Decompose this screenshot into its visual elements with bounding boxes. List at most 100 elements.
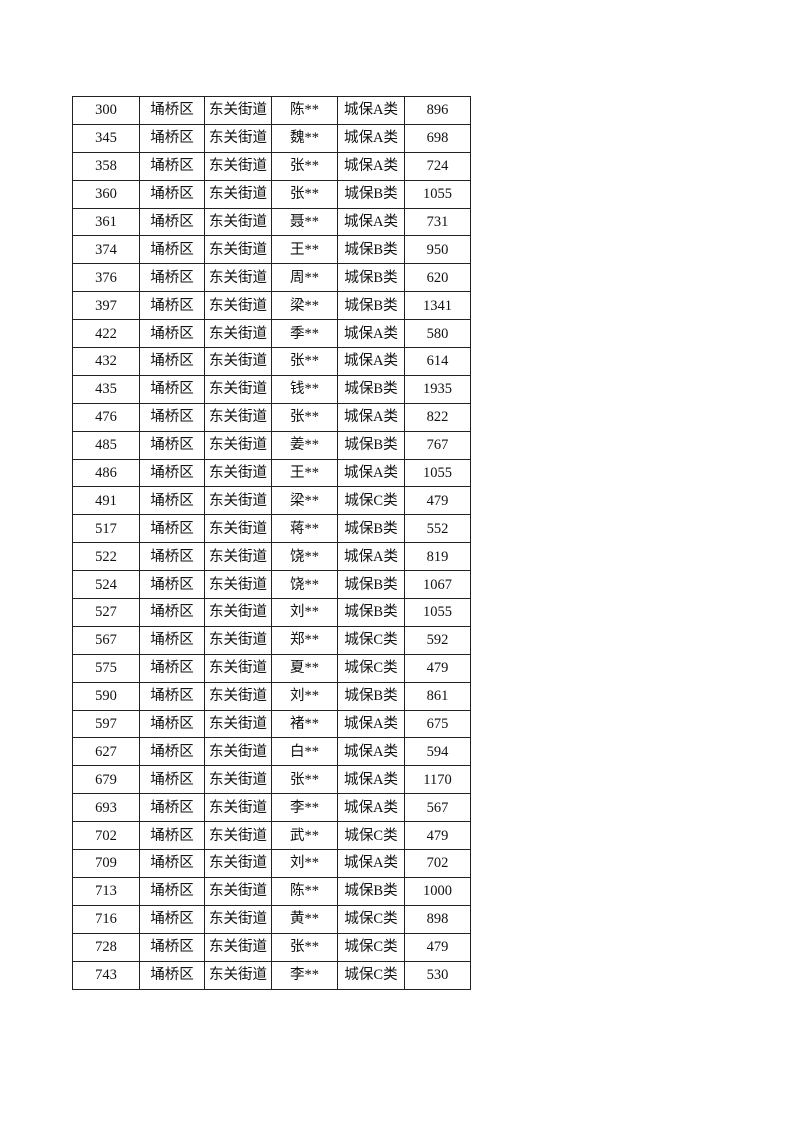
cell-street: 东关街道 (204, 514, 272, 544)
table-row: 679 埇桥区 东关街道 张** 城保A类 1170 (72, 765, 471, 795)
cell-amount: 592 (404, 625, 471, 655)
cell-category: 城保B类 (337, 876, 405, 906)
cell-amount: 552 (404, 514, 471, 544)
cell-name: 陈** (271, 876, 338, 906)
cell-name: 张** (271, 402, 338, 432)
cell-street: 东关街道 (204, 151, 272, 181)
cell-district: 埇桥区 (139, 570, 205, 600)
cell-name: 魏** (271, 123, 338, 153)
cell-district: 埇桥区 (139, 207, 205, 237)
cell-street: 东关街道 (204, 737, 272, 767)
table-row: 397 埇桥区 东关街道 梁** 城保B类 1341 (72, 291, 471, 321)
cell-name: 张** (271, 932, 338, 962)
cell-street: 东关街道 (204, 765, 272, 795)
table-row: 486 埇桥区 东关街道 王** 城保A类 1055 (72, 458, 471, 488)
cell-name: 张** (271, 151, 338, 181)
cell-street: 东关街道 (204, 430, 272, 460)
table-row: 743 埇桥区 东关街道 李** 城保C类 530 (72, 960, 471, 990)
cell-category: 城保B类 (337, 681, 405, 711)
cell-district: 埇桥区 (139, 402, 205, 432)
cell-id: 716 (72, 904, 140, 934)
cell-name: 褚** (271, 709, 338, 739)
cell-district: 埇桥区 (139, 123, 205, 153)
cell-id: 432 (72, 347, 140, 376)
cell-category: 城保A类 (337, 793, 405, 823)
cell-name: 聂** (271, 207, 338, 237)
cell-street: 东关街道 (204, 932, 272, 962)
cell-category: 城保A类 (337, 96, 405, 125)
cell-id: 374 (72, 235, 140, 265)
cell-category: 城保B类 (337, 374, 405, 404)
cell-street: 东关街道 (204, 960, 272, 990)
cell-district: 埇桥区 (139, 235, 205, 265)
cell-id: 522 (72, 542, 140, 572)
cell-id: 709 (72, 849, 140, 878)
cell-category: 城保C类 (337, 653, 405, 683)
cell-name: 饶** (271, 542, 338, 572)
cell-id: 422 (72, 319, 140, 349)
table-row: 422 埇桥区 东关街道 季** 城保A类 580 (72, 319, 471, 349)
cell-district: 埇桥区 (139, 430, 205, 460)
cell-category: 城保A类 (337, 207, 405, 237)
cell-id: 693 (72, 793, 140, 823)
cell-id: 527 (72, 598, 140, 627)
cell-street: 东关街道 (204, 542, 272, 572)
cell-street: 东关街道 (204, 319, 272, 349)
cell-amount: 530 (404, 960, 471, 990)
cell-street: 东关街道 (204, 123, 272, 153)
cell-district: 埇桥区 (139, 849, 205, 878)
cell-street: 东关街道 (204, 263, 272, 293)
cell-category: 城保A类 (337, 151, 405, 181)
cell-amount: 1000 (404, 876, 471, 906)
table-row: 627 埇桥区 东关街道 白** 城保A类 594 (72, 737, 471, 767)
cell-amount: 1935 (404, 374, 471, 404)
cell-amount: 594 (404, 737, 471, 767)
table-row: 716 埇桥区 东关街道 黄** 城保C类 898 (72, 904, 471, 934)
cell-category: 城保C类 (337, 904, 405, 934)
cell-street: 东关街道 (204, 821, 272, 851)
cell-district: 埇桥区 (139, 904, 205, 934)
cell-id: 517 (72, 514, 140, 544)
cell-category: 城保B类 (337, 430, 405, 460)
cell-district: 埇桥区 (139, 681, 205, 711)
cell-street: 东关街道 (204, 179, 272, 209)
cell-amount: 731 (404, 207, 471, 237)
cell-street: 东关街道 (204, 235, 272, 265)
cell-amount: 675 (404, 709, 471, 739)
cell-category: 城保B类 (337, 598, 405, 627)
table-row: 693 埇桥区 东关街道 李** 城保A类 567 (72, 793, 471, 823)
cell-category: 城保A类 (337, 849, 405, 878)
cell-street: 东关街道 (204, 458, 272, 488)
cell-district: 埇桥区 (139, 876, 205, 906)
cell-district: 埇桥区 (139, 709, 205, 739)
cell-id: 702 (72, 821, 140, 851)
table-row: 709 埇桥区 东关街道 刘** 城保A类 702 (72, 849, 471, 878)
cell-amount: 1055 (404, 598, 471, 627)
table-row: 527 埇桥区 东关街道 刘** 城保B类 1055 (72, 598, 471, 627)
cell-name: 张** (271, 765, 338, 795)
cell-id: 491 (72, 486, 140, 516)
cell-name: 夏** (271, 653, 338, 683)
cell-district: 埇桥区 (139, 458, 205, 488)
cell-category: 城保C类 (337, 625, 405, 655)
cell-name: 蒋** (271, 514, 338, 544)
cell-id: 597 (72, 709, 140, 739)
cell-district: 埇桥区 (139, 598, 205, 627)
cell-category: 城保A类 (337, 765, 405, 795)
cell-street: 东关街道 (204, 291, 272, 321)
cell-street: 东关街道 (204, 709, 272, 739)
cell-amount: 1341 (404, 291, 471, 321)
table-row: 485 埇桥区 东关街道 姜** 城保B类 767 (72, 430, 471, 460)
table-row: 491 埇桥区 东关街道 梁** 城保C类 479 (72, 486, 471, 516)
table-row: 597 埇桥区 东关街道 褚** 城保A类 675 (72, 709, 471, 739)
cell-street: 东关街道 (204, 486, 272, 516)
cell-id: 713 (72, 876, 140, 906)
cell-category: 城保C类 (337, 821, 405, 851)
table-body: 300 埇桥区 东关街道 陈** 城保A类 896 345 埇桥区 东关街道 魏** 城保A类 698… (72, 96, 471, 990)
cell-amount: 479 (404, 821, 471, 851)
cell-id: 300 (72, 96, 140, 125)
cell-amount: 898 (404, 904, 471, 934)
cell-category: 城保A类 (337, 458, 405, 488)
cell-district: 埇桥区 (139, 347, 205, 376)
cell-district: 埇桥区 (139, 514, 205, 544)
